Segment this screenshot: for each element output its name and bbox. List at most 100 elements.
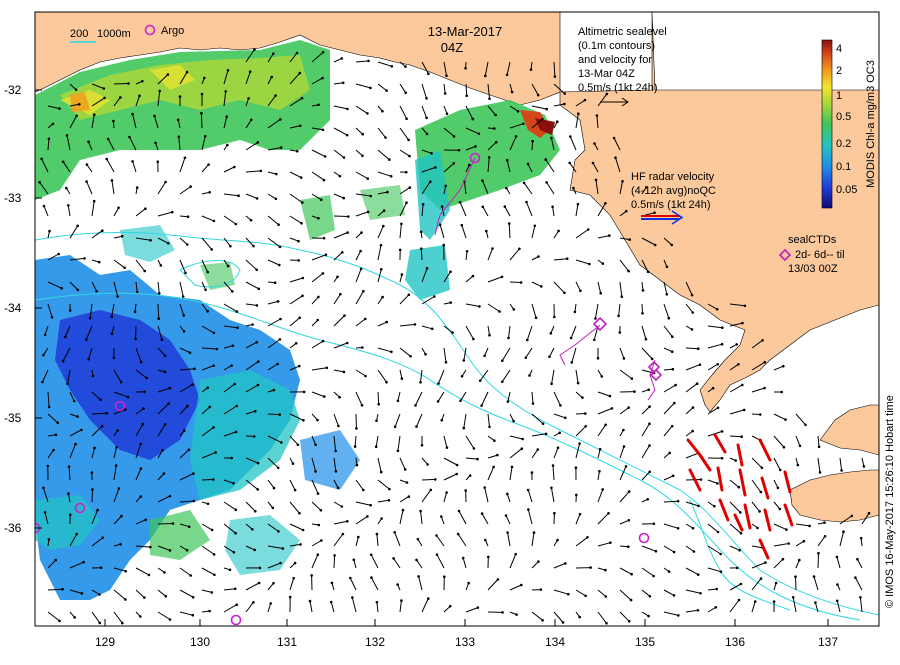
velocity-arrowhead (346, 342, 349, 345)
velocity-arrow (730, 436, 742, 437)
velocity-arrowhead (578, 616, 581, 619)
velocity-arrowhead (761, 467, 764, 470)
velocity-arrowhead (647, 388, 650, 391)
x-tick-label: 136 (725, 635, 745, 649)
velocity-arrowhead (836, 600, 839, 603)
x-tick-label: 137 (818, 635, 838, 649)
velocity-arrowhead (77, 289, 80, 292)
velocity-arrowhead (625, 465, 628, 468)
velocity-arrowhead (463, 359, 466, 362)
velocity-arrowhead (819, 471, 822, 474)
velocity-arrowhead (93, 200, 96, 203)
velocity-arrowhead (548, 355, 551, 358)
velocity-arrowhead (314, 470, 317, 473)
velocity-arrowhead (407, 139, 410, 142)
velocity-arrowhead (230, 364, 233, 367)
velocity-arrow (158, 304, 159, 319)
velocity-arrowhead (186, 243, 189, 246)
velocity-arrowhead (316, 319, 319, 322)
velocity-arrowhead (761, 339, 764, 342)
velocity-arrowhead (476, 458, 479, 461)
velocity-arrowhead (158, 292, 161, 295)
velocity-arrowhead (405, 201, 408, 204)
velocity-arrowhead (86, 163, 89, 166)
velocity-arrowhead (627, 270, 630, 273)
velocity-arrowhead (277, 223, 280, 226)
velocity-arrowhead (301, 295, 304, 298)
velocity-arrow (818, 553, 819, 568)
velocity-arrowhead (278, 264, 281, 267)
velocity-arrowhead (366, 177, 369, 180)
velocity-arrowhead (247, 97, 250, 100)
velocity-arrowhead (326, 367, 329, 370)
velocity-arrowhead (575, 466, 578, 469)
velocity-arrowhead (794, 575, 797, 578)
velocity-arrowhead (325, 254, 328, 257)
velocity-arrowhead (235, 223, 238, 226)
velocity-arrowhead (257, 384, 260, 387)
velocity-arrowhead (439, 223, 442, 226)
velocity-arrowhead (116, 429, 119, 432)
velocity-arrowhead (115, 446, 118, 449)
velocity-arrowhead (119, 543, 122, 546)
velocity-arrowhead (508, 222, 511, 225)
velocity-arrowhead (279, 246, 282, 249)
velocity-arrowhead (289, 596, 292, 599)
velocity-arrowhead (484, 75, 487, 78)
velocity-arrowhead (399, 249, 402, 252)
velocity-arrowhead (584, 412, 587, 415)
velocity-arrowhead (362, 489, 365, 492)
velocity-arrowhead (301, 201, 304, 204)
velocity-arrowhead (278, 413, 281, 416)
velocity-arrowhead (575, 494, 578, 497)
velocity-arrowhead (404, 468, 407, 471)
velocity-arrow (114, 84, 128, 85)
velocity-arrowhead (274, 94, 277, 97)
velocity-arrowhead (317, 492, 320, 495)
velocity-arrowhead (449, 270, 452, 273)
velocity-arrowhead (697, 573, 700, 576)
velocity-arrowhead (712, 387, 715, 390)
velocity-arrowhead (183, 330, 186, 333)
velocity-arrowhead (394, 425, 397, 428)
velocity-arrowhead (62, 360, 65, 363)
hf-line-0: HF radar velocity (631, 171, 715, 183)
velocity-arrowhead (558, 432, 561, 435)
velocity-arrowhead (210, 248, 213, 251)
velocity-arrowhead (213, 553, 216, 556)
velocity-arrowhead (292, 462, 295, 465)
velocity-arrowhead (401, 377, 404, 380)
velocity-arrowhead (459, 400, 462, 403)
velocity-arrowhead (598, 470, 601, 473)
velocity-arrowhead (128, 136, 131, 139)
velocity-arrowhead (255, 304, 258, 307)
velocity-arrowhead (464, 489, 467, 492)
velocity-arrowhead (426, 133, 429, 136)
velocity-arrowhead (51, 316, 54, 319)
velocity-arrowhead (40, 158, 43, 161)
velocity-arrowhead (232, 482, 235, 485)
velocity-arrowhead (370, 195, 373, 198)
velocity-arrowhead (692, 527, 695, 530)
velocity-arrowhead (356, 464, 359, 467)
velocity-arrowhead (212, 478, 215, 481)
velocity-arrow (92, 413, 107, 414)
velocity-arrowhead (473, 447, 476, 450)
velocity-arrowhead (556, 539, 559, 542)
velocity-arrowhead (520, 584, 523, 587)
velocity-arrowhead (754, 600, 757, 603)
velocity-arrowhead (252, 245, 255, 248)
velocity-arrowhead (587, 228, 590, 231)
velocity-arrowhead (346, 231, 349, 234)
velocity-arrowhead (627, 545, 630, 548)
colorbar-tick-label: 0.5 (836, 111, 851, 123)
velocity-arrowhead (225, 115, 228, 118)
velocity-arrowhead (121, 235, 124, 238)
velocity-arrowhead (507, 400, 510, 403)
velocity-arrowhead (677, 527, 680, 530)
velocity-arrowhead (459, 201, 462, 204)
velocity-arrowhead (566, 257, 569, 260)
velocity-arrowhead (48, 538, 51, 541)
seal-legend: sealCTDs 2d- 6d-- til 13/03 00Z (788, 234, 845, 275)
velocity-arrowhead (236, 327, 239, 330)
